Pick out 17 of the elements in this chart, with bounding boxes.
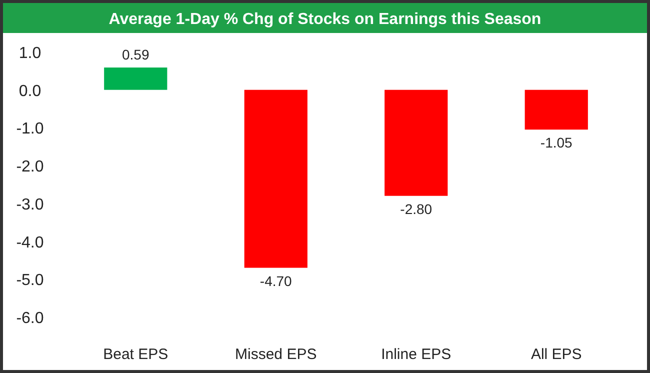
data-label: -2.80 (400, 200, 432, 217)
y-tick-label: -4.0 (16, 234, 44, 252)
data-label: -4.70 (260, 272, 292, 289)
x-tick-label: Inline EPS (381, 346, 452, 363)
y-tick-label: -5.0 (16, 272, 44, 290)
y-tick-label: -6.0 (16, 310, 44, 327)
data-label: -1.05 (540, 134, 573, 151)
x-tick-label: Beat EPS (103, 346, 168, 363)
chart-title: Average 1-Day % Chg of Stocks on Earnings this Season (108, 11, 542, 28)
y-tick-label: 1.0 (18, 45, 42, 62)
data-label: 0.59 (122, 46, 150, 63)
y-tick-label: -1.0 (16, 120, 44, 138)
y-tick-label: -2.0 (16, 158, 44, 176)
x-tick-label: Missed EPS (235, 346, 317, 363)
y-tick-label: -3.0 (16, 196, 44, 214)
y-tick-label: 0.0 (18, 82, 42, 100)
x-tick-label: All EPS (530, 346, 582, 363)
